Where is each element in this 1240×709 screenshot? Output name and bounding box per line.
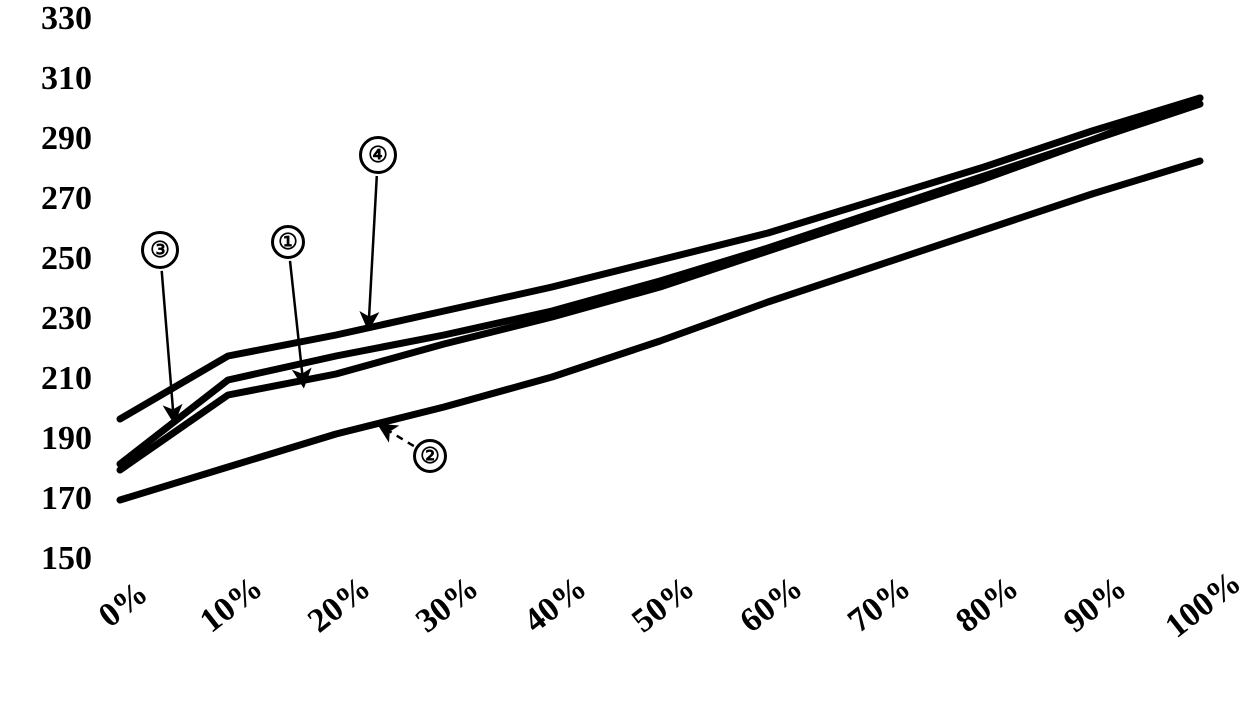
y-tick-label: 170 xyxy=(8,480,92,518)
chart-svg xyxy=(0,0,1240,709)
series-group xyxy=(120,98,1200,500)
callout-leader-2 xyxy=(379,425,414,446)
callout-circle-2: ② xyxy=(413,439,447,473)
y-tick-label: 290 xyxy=(8,120,92,158)
callout-leader-3 xyxy=(162,271,174,422)
y-tick-label: 230 xyxy=(8,300,92,338)
callout-leader-4 xyxy=(368,176,376,329)
callout-circle-1: ① xyxy=(271,225,305,259)
callout-circle-4: ④ xyxy=(359,136,397,174)
y-tick-label: 330 xyxy=(8,0,92,38)
y-tick-label: 250 xyxy=(8,240,92,278)
y-tick-label: 270 xyxy=(8,180,92,218)
y-tick-label: 190 xyxy=(8,420,92,458)
callout-circle-3: ③ xyxy=(141,231,179,269)
y-tick-label: 310 xyxy=(8,60,92,98)
y-tick-label: 210 xyxy=(8,360,92,398)
series-line-2 xyxy=(120,161,1200,500)
y-tick-label: 150 xyxy=(8,540,92,578)
series-line-3 xyxy=(120,104,1200,464)
chart-container: 150170190210230250270290310330 0%10%20%3… xyxy=(0,0,1240,709)
